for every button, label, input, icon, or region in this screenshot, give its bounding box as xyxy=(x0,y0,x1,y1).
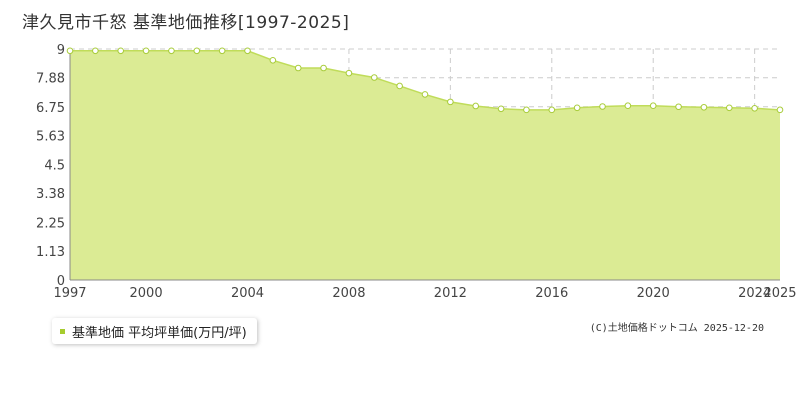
data-point xyxy=(497,105,505,113)
y-tick-label: 4.5 xyxy=(44,159,65,174)
data-point xyxy=(396,82,403,90)
data-point xyxy=(269,56,277,64)
legend-swatch-icon xyxy=(60,328,65,334)
data-point xyxy=(675,103,682,111)
data-point xyxy=(218,47,226,55)
data-point xyxy=(548,106,556,114)
x-tick-label: 2024 xyxy=(738,286,771,301)
data-point xyxy=(421,91,429,98)
data-points xyxy=(66,47,784,114)
chart-title: 津久見市千怒 基準地価推移[1997-2025] xyxy=(22,13,350,33)
series-area xyxy=(70,50,780,281)
x-tick-label: 2016 xyxy=(535,286,568,301)
x-tick-label: 1997 xyxy=(53,286,86,301)
data-point xyxy=(193,47,201,55)
y-tick-label: 9 xyxy=(57,43,65,58)
data-point xyxy=(649,102,657,110)
data-point xyxy=(168,47,175,55)
axes xyxy=(69,49,780,281)
x-tick-label: 2012 xyxy=(434,286,467,301)
data-point xyxy=(142,47,150,55)
x-tick-label: 2004 xyxy=(231,286,264,301)
legend: 基準地価 平均坪単価(万円/坪) xyxy=(52,318,257,344)
y-tick-label: 1.13 xyxy=(36,245,65,260)
data-point xyxy=(624,102,632,110)
y-tick-label: 0 xyxy=(57,274,65,289)
data-point xyxy=(751,104,758,112)
data-point xyxy=(66,47,74,55)
x-tick-label: 2000 xyxy=(130,286,163,301)
data-area xyxy=(70,50,781,281)
data-point xyxy=(523,106,530,114)
legend-label: 基準地価 平均坪単価(万円/坪) xyxy=(72,325,247,341)
y-tick-label: 6.75 xyxy=(36,101,65,116)
y-tick-label: 3.38 xyxy=(36,187,65,202)
data-point xyxy=(472,102,480,110)
data-point xyxy=(92,47,99,55)
data-point xyxy=(700,103,708,111)
x-tick-label: 2020 xyxy=(637,286,670,301)
y-tick-label: 5.63 xyxy=(36,129,65,144)
data-point xyxy=(370,74,378,81)
data-point xyxy=(725,104,733,112)
data-point xyxy=(244,47,251,55)
y-tick-label: 7.88 xyxy=(36,72,65,87)
data-point xyxy=(599,103,606,110)
y-tick-labels: 0 1.13 2.25 3.38 4.5 5.63 6.75 7.88 9 xyxy=(36,43,65,289)
y-tick-label: 2.25 xyxy=(36,216,65,231)
x-tick-label: 2008 xyxy=(332,286,365,301)
data-point xyxy=(573,104,581,112)
data-point xyxy=(117,47,125,55)
copyright-text: (C)土地価格ドットコム 2025-12-20 xyxy=(589,323,764,334)
data-point xyxy=(320,64,327,72)
x-tick-label: 2025 xyxy=(763,286,796,301)
data-point xyxy=(776,106,784,114)
data-point xyxy=(447,98,454,106)
data-point xyxy=(345,69,353,77)
data-point xyxy=(294,64,302,72)
